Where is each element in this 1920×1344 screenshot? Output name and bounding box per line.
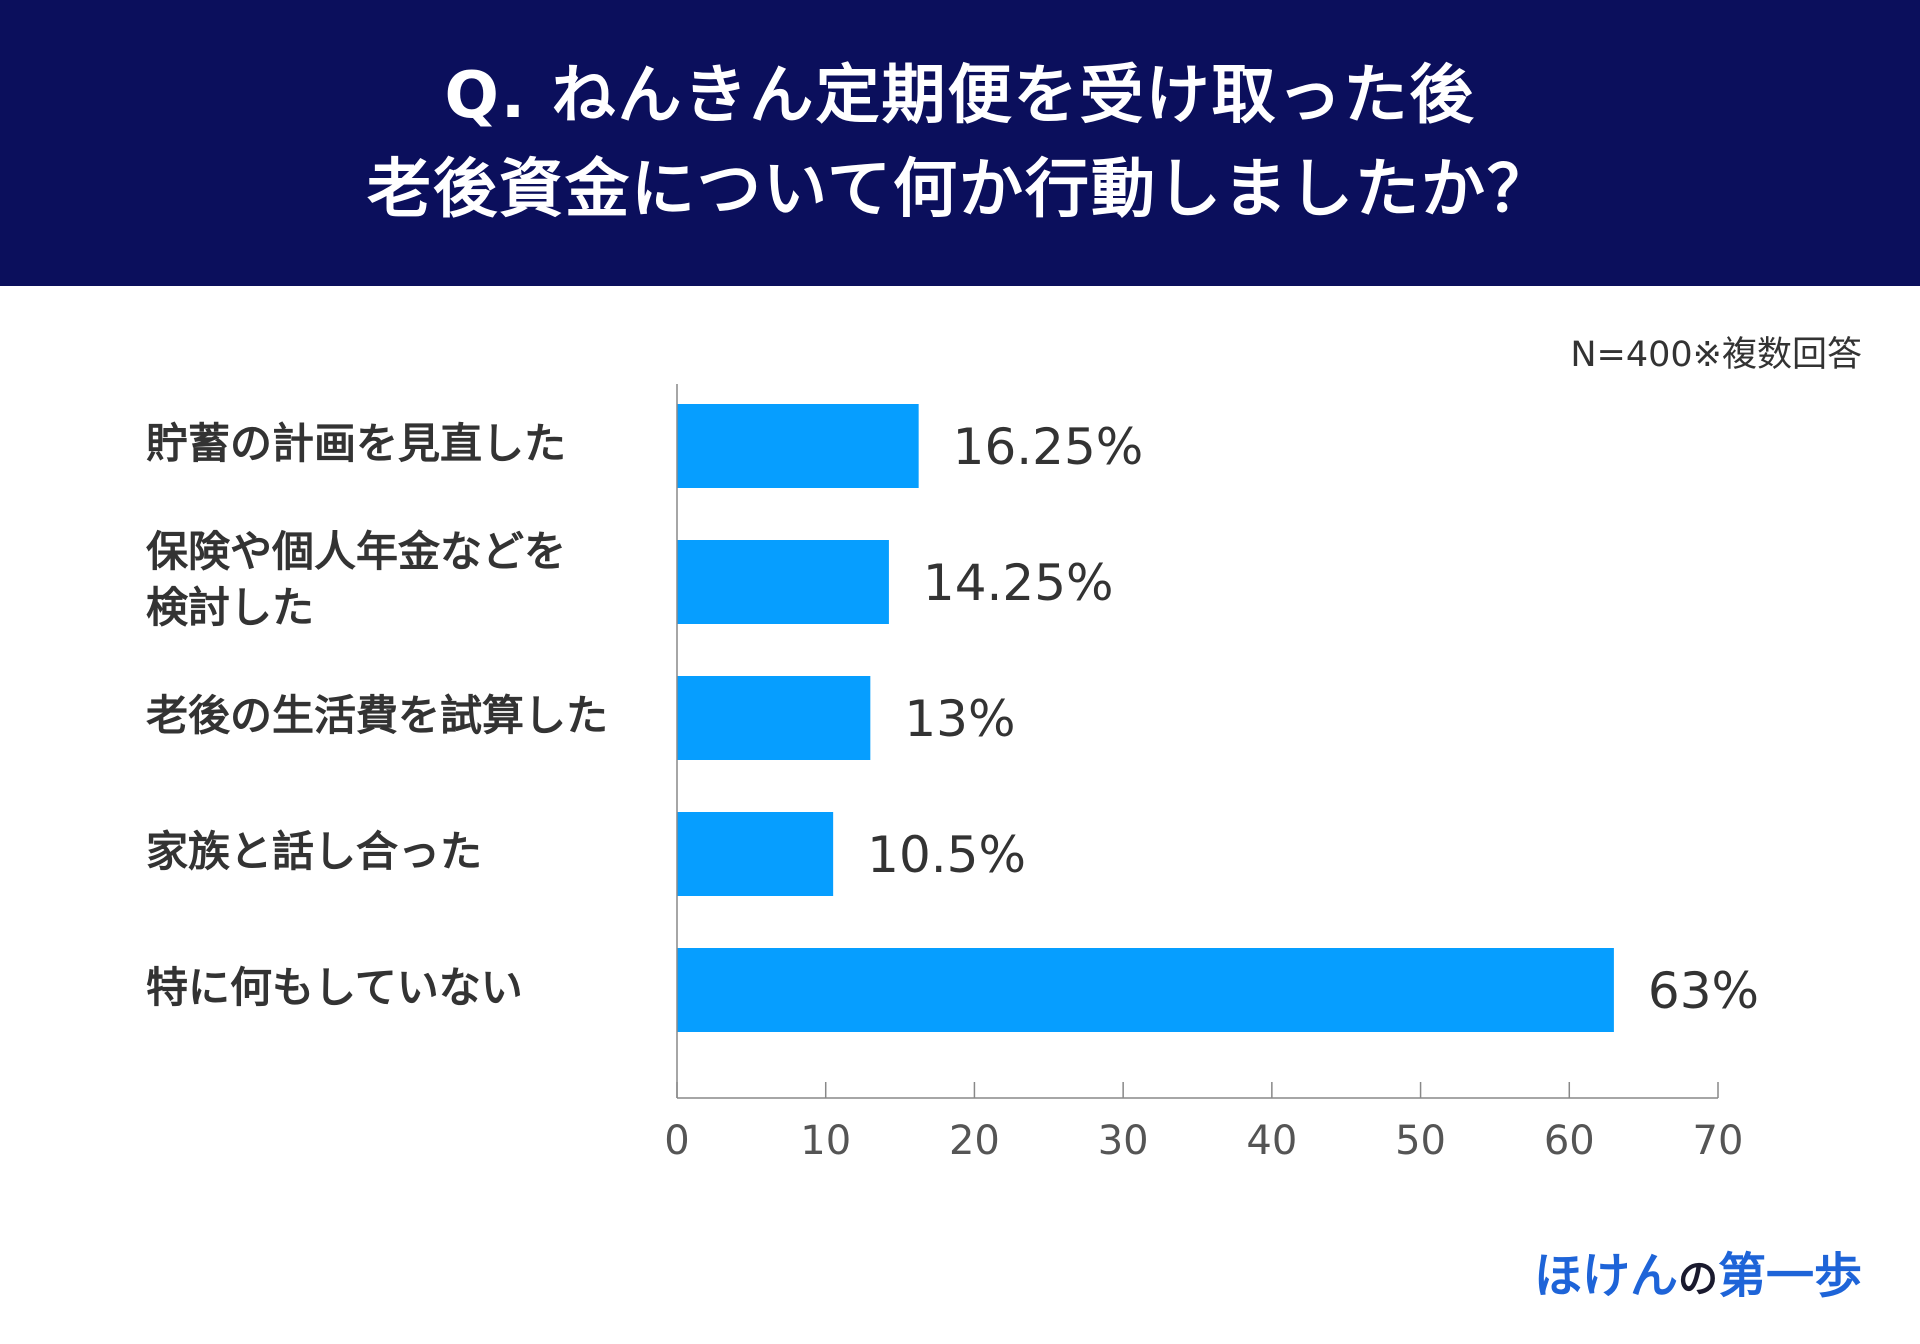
brand-text-3: 第一歩 bbox=[1717, 1248, 1862, 1304]
x-tick-label: 0 bbox=[664, 1118, 689, 1164]
brand-logo: ほけんの第一歩 bbox=[1534, 1236, 1862, 1306]
x-tick-label: 20 bbox=[949, 1118, 1000, 1164]
category-label: 家族と話し合った bbox=[146, 827, 483, 876]
axes: 0 10 20 30 40 50 60 70 bbox=[664, 384, 1743, 1164]
chart-title-line-2: 老後資金について何か行動しましたか？ bbox=[366, 153, 1554, 227]
bar-value-label: 10.5% bbox=[867, 826, 1026, 884]
brand-text-1: ほけん bbox=[1533, 1248, 1678, 1304]
bar-series: 16.25% 14.25% 13% 10.5% 63% bbox=[677, 404, 1759, 1032]
bar-value-label: 63% bbox=[1648, 962, 1759, 1020]
chart-title-line-1: Q. ねんきん定期便を受け取った後 bbox=[444, 59, 1476, 133]
x-tick-label: 70 bbox=[1693, 1118, 1744, 1164]
bar-value-label: 14.25% bbox=[923, 554, 1114, 612]
bar-value-label: 13% bbox=[904, 690, 1015, 748]
bar bbox=[677, 540, 889, 624]
bar-value-label: 16.25% bbox=[953, 418, 1144, 476]
x-tick-label: 40 bbox=[1246, 1118, 1297, 1164]
sample-size-note: N=400※複数回答 bbox=[1570, 335, 1862, 375]
bar bbox=[677, 404, 919, 488]
category-label: 保険や個人年金などを 検討した bbox=[146, 527, 567, 632]
title-banner: Q. ねんきん定期便を受け取った後 老後資金について何か行動しましたか？ bbox=[0, 0, 1920, 286]
category-label: 老後の生活費を試算した bbox=[146, 691, 609, 740]
x-tick-label: 30 bbox=[1098, 1118, 1149, 1164]
category-label: 貯蓄の計画を見直した bbox=[146, 419, 567, 468]
bar bbox=[677, 812, 834, 896]
x-tick-label: 10 bbox=[800, 1118, 851, 1164]
category-label: 特に何もしていない bbox=[146, 963, 523, 1012]
brand-text-2: の bbox=[1677, 1256, 1718, 1302]
bar bbox=[677, 676, 871, 760]
x-tick-label: 50 bbox=[1395, 1118, 1446, 1164]
bar bbox=[677, 948, 1614, 1032]
x-tick-label: 60 bbox=[1544, 1118, 1595, 1164]
